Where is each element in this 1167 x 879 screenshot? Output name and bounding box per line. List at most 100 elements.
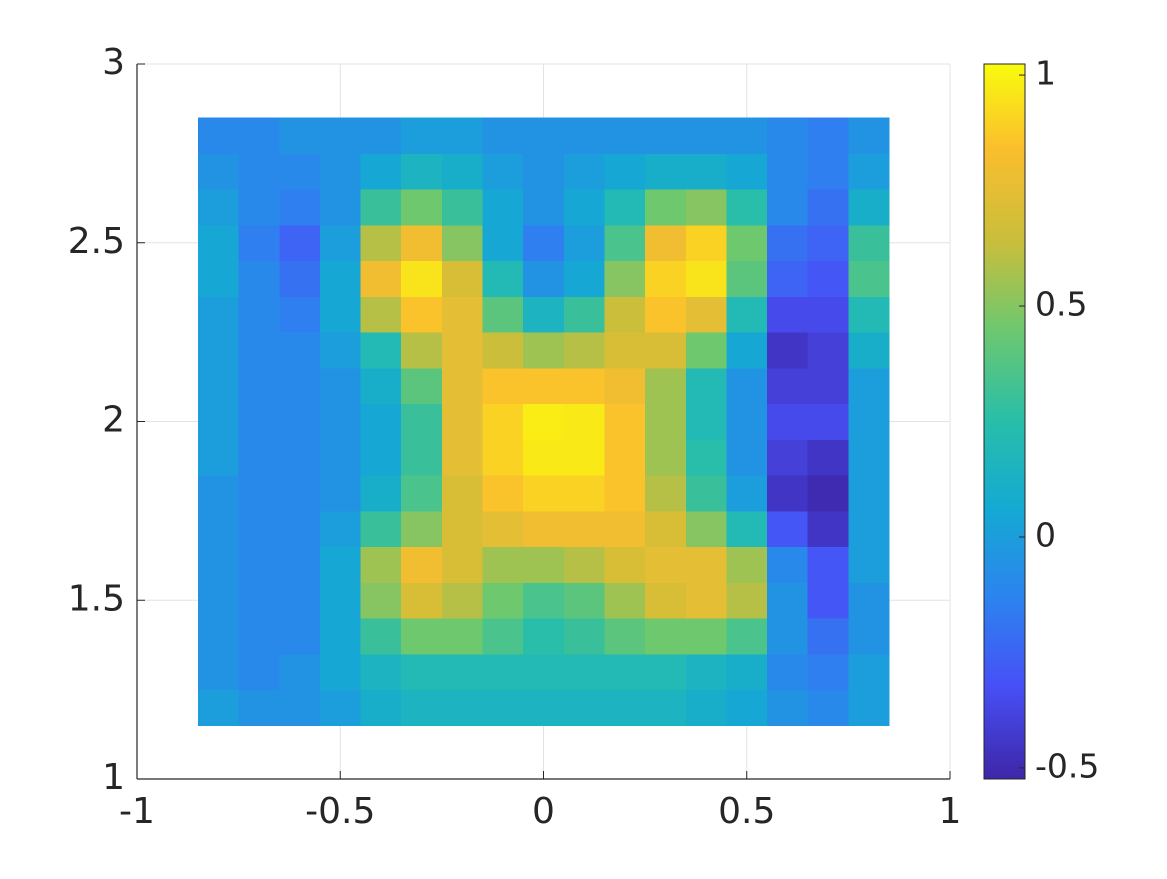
- heatmap-cell: [279, 546, 321, 583]
- heatmap-cell: [767, 332, 809, 369]
- x-tick-label: 1: [939, 791, 962, 832]
- heatmap-cell: [767, 582, 809, 619]
- heatmap-cell: [360, 510, 402, 548]
- heatmap-cell: [685, 582, 728, 619]
- heatmap-cell: [238, 689, 280, 726]
- heatmap-cell: [604, 582, 646, 619]
- heatmap-cell: [279, 367, 321, 405]
- heatmap-cell: [523, 189, 565, 226]
- heatmap-cell: [401, 224, 443, 262]
- heatmap-cell: [523, 582, 565, 619]
- heatmap-cell: [726, 117, 768, 154]
- heatmap-cell: [604, 510, 646, 548]
- heatmap-cell: [441, 618, 484, 655]
- x-tick-label: 0: [532, 791, 555, 832]
- heatmap-cell: [441, 260, 484, 297]
- heatmap-cell: [360, 332, 402, 369]
- heatmap-cell: [807, 618, 849, 655]
- heatmap-cell: [319, 510, 362, 548]
- heatmap-cell: [441, 117, 484, 154]
- heatmap-cell: [848, 510, 890, 548]
- heatmap-cell: [482, 546, 524, 583]
- heatmap-cell: [685, 296, 728, 333]
- heatmap-cell: [726, 689, 768, 726]
- heatmap-cell: [767, 224, 809, 262]
- heatmap-cell: [279, 475, 321, 512]
- heatmap-cell: [563, 582, 606, 619]
- x-tick-label: -0.5: [305, 791, 375, 832]
- heatmap-cell: [685, 260, 728, 297]
- heatmap-cell: [726, 546, 768, 583]
- heatmap-cell: [807, 582, 849, 619]
- heatmap-cell: [279, 403, 321, 440]
- heatmap-cell: [238, 475, 280, 512]
- heatmap-cell: [807, 153, 849, 190]
- heatmap-cell: [685, 153, 728, 190]
- heatmap-cell: [279, 439, 321, 476]
- heatmap-cell: [401, 618, 443, 655]
- heatmap-cell: [197, 582, 240, 619]
- heatmap-cell: [360, 618, 402, 655]
- heatmap-cell: [197, 224, 240, 262]
- heatmap-cell: [197, 475, 240, 512]
- heatmap-cell: [441, 367, 484, 405]
- heatmap-cell: [197, 439, 240, 476]
- heatmap-cell: [645, 367, 687, 405]
- y-tick-label: 2: [102, 400, 125, 441]
- colorbar-tick-label: 0: [1035, 515, 1056, 554]
- heatmap-cell: [401, 475, 443, 512]
- heatmap-cell: [238, 296, 280, 333]
- heatmap-cell: [441, 224, 484, 262]
- heatmap-cell: [482, 367, 524, 405]
- heatmap-cell: [767, 153, 809, 190]
- heatmap-cell: [319, 153, 362, 190]
- heatmap-cell: [441, 475, 484, 512]
- heatmap-cell: [563, 260, 606, 297]
- heatmap-cell: [319, 296, 362, 333]
- heatmap-cell: [563, 153, 606, 190]
- heatmap-cell: [767, 475, 809, 512]
- heatmap-cell: [279, 618, 321, 655]
- heatmap-cell: [360, 653, 402, 691]
- heatmap-cell: [482, 153, 524, 190]
- heatmap-cell: [360, 546, 402, 583]
- heatmap-cell: [360, 582, 402, 619]
- heatmap-cell: [767, 689, 809, 726]
- heatmap-cell: [279, 653, 321, 691]
- heatmap-cell: [563, 189, 606, 226]
- heatmap-cell: [401, 189, 443, 226]
- heatmap-cell: [685, 653, 728, 691]
- heatmap-cell: [238, 546, 280, 583]
- heatmap-cell: [848, 403, 890, 440]
- heatmap-cell: [360, 689, 402, 726]
- heatmap-cell: [360, 224, 402, 262]
- heatmap-cell: [279, 510, 321, 548]
- y-tick-label: 1: [102, 757, 125, 798]
- heatmap-cell: [604, 475, 646, 512]
- heatmap-cell: [319, 189, 362, 226]
- heatmap-cell: [279, 332, 321, 369]
- heatmap-cell: [767, 618, 809, 655]
- heatmap-cell: [441, 189, 484, 226]
- heatmap-cell: [645, 117, 687, 154]
- heatmap-cell: [848, 189, 890, 226]
- heatmap-cell: [238, 117, 280, 154]
- heatmap-cell: [319, 546, 362, 583]
- heatmap-cell: [563, 403, 606, 440]
- heatmap-cell: [401, 260, 443, 297]
- heatmap-cell: [482, 224, 524, 262]
- heatmap-cell: [319, 439, 362, 476]
- heatmap-cell: [807, 546, 849, 583]
- heatmap-cell: [319, 332, 362, 369]
- heatmap-cell: [563, 332, 606, 369]
- heatmap-cell: [319, 367, 362, 405]
- heatmap-cell: [563, 117, 606, 154]
- heatmap-cell: [726, 260, 768, 297]
- heatmap-cell: [401, 653, 443, 691]
- heatmap-cell: [482, 689, 524, 726]
- heatmap-cell: [563, 689, 606, 726]
- heatmap-cell: [563, 296, 606, 333]
- heatmap-cell: [197, 618, 240, 655]
- heatmap-cell: [645, 332, 687, 369]
- heatmap-cell: [523, 439, 565, 476]
